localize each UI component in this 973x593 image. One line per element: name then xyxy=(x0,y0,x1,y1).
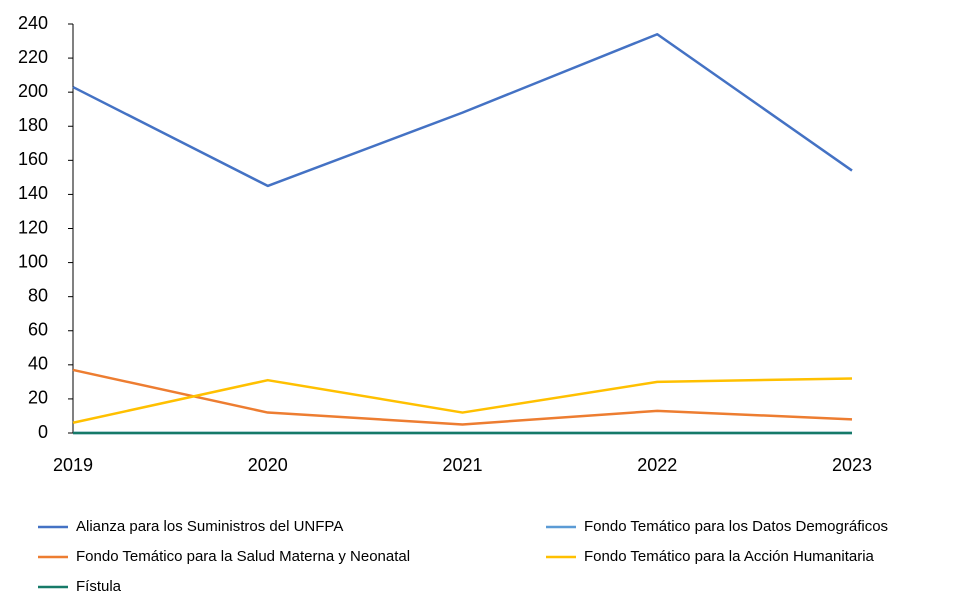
y-tick-label: 20 xyxy=(28,388,48,408)
y-tick-label: 80 xyxy=(28,285,48,305)
y-tick-label: 120 xyxy=(18,217,48,237)
y-tick-label: 220 xyxy=(18,47,48,67)
y-tick-label: 180 xyxy=(18,115,48,135)
legend-label: Alianza para los Suministros del UNFPA xyxy=(76,518,343,535)
y-tick-label: 100 xyxy=(18,251,48,271)
y-tick-label: 40 xyxy=(28,354,48,374)
y-tick-label: 0 xyxy=(38,422,48,442)
x-tick-label: 2023 xyxy=(832,455,872,475)
series-line xyxy=(72,377,853,424)
x-tick-label: 2019 xyxy=(53,455,93,475)
x-tick-label: 2022 xyxy=(637,455,677,475)
series-line xyxy=(72,368,853,426)
series-line xyxy=(72,32,853,188)
legend-label: Fondo Temático para los Datos Demográfic… xyxy=(584,518,888,535)
x-tick-label: 2021 xyxy=(442,455,482,475)
x-tick-label: 2020 xyxy=(248,455,288,475)
y-tick-label: 160 xyxy=(18,149,48,169)
y-tick-label: 240 xyxy=(18,13,48,33)
legend-label: Fístula xyxy=(76,578,122,593)
y-tick-label: 60 xyxy=(28,320,48,340)
legend-label: Fondo Temático para la Acción Humanitari… xyxy=(584,548,875,565)
y-tick-label: 140 xyxy=(18,183,48,203)
legend-label: Fondo Temático para la Salud Materna y N… xyxy=(76,548,410,565)
y-tick-label: 200 xyxy=(18,81,48,101)
